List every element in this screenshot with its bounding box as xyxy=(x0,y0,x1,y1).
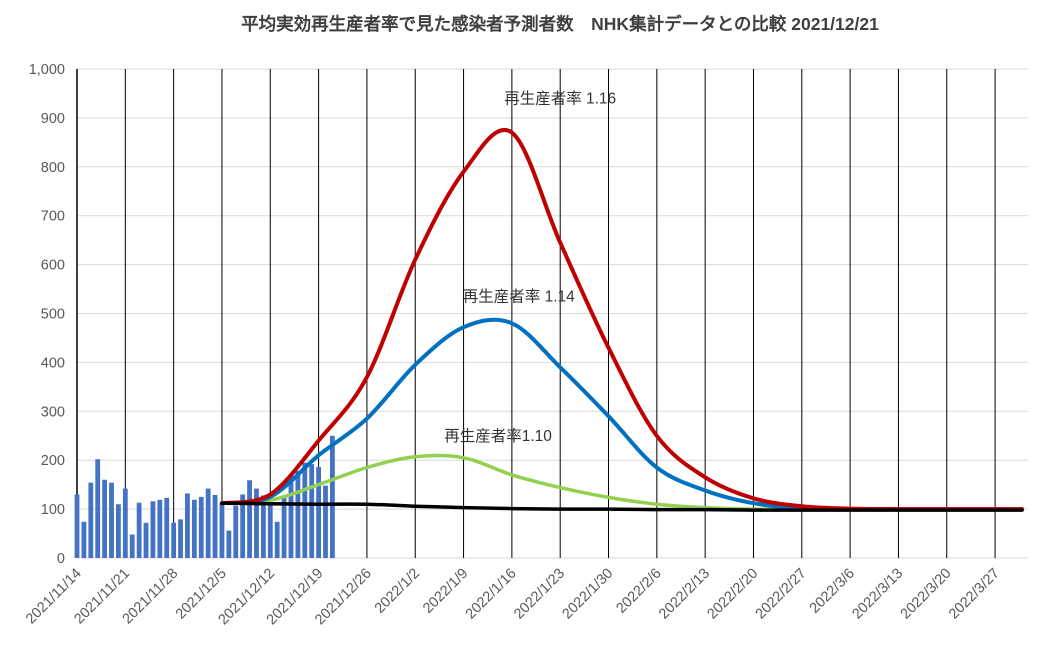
y-axis-tick-label: 700 xyxy=(41,209,65,225)
bar xyxy=(330,435,335,558)
y-axis-tick-label: 200 xyxy=(41,453,65,469)
bar xyxy=(88,482,94,558)
x-axis-tick-label: 2022/3/13 xyxy=(849,566,906,623)
plot-area: 01002003004005006007008009001,0002021/11… xyxy=(23,62,1028,628)
bar xyxy=(129,534,135,558)
bar xyxy=(81,521,87,558)
bar xyxy=(274,521,280,558)
line-r116 xyxy=(219,128,1024,512)
bar xyxy=(267,502,273,558)
bar xyxy=(323,485,328,558)
series-annotation-label: 再生産者率 1.14 xyxy=(463,287,575,305)
x-axis-tick-label: 2022/1/2 xyxy=(372,566,423,617)
bar xyxy=(302,462,308,558)
bar xyxy=(191,499,197,558)
x-axis-tick-label: 2022/2/27 xyxy=(753,566,810,623)
x-axis-tick-label: 2022/1/16 xyxy=(463,566,520,623)
bar xyxy=(219,502,225,558)
bar xyxy=(288,475,294,558)
bar xyxy=(164,497,170,558)
x-axis-tick-label: 2022/1/23 xyxy=(511,566,568,623)
x-axis-tick-label: 2022/3/27 xyxy=(946,566,1003,623)
bar xyxy=(95,459,101,558)
bar xyxy=(116,504,121,558)
line-r110 xyxy=(220,453,1024,511)
bar xyxy=(281,495,287,558)
chart-title: 平均実効再生産者率で見た感染者予測者数 NHK集計データとの比較 2021/12… xyxy=(241,14,879,34)
x-axis-tick-label: 2022/2/20 xyxy=(704,566,761,623)
bar xyxy=(247,480,252,558)
bar xyxy=(157,499,163,558)
y-axis-tick-label: 600 xyxy=(41,258,65,274)
y-axis-tick-label: 0 xyxy=(57,551,65,567)
bar xyxy=(233,505,239,558)
bar xyxy=(178,519,183,558)
y-axis-tick-label: 1,000 xyxy=(29,62,65,78)
bar xyxy=(254,488,259,558)
y-axis-tick-label: 800 xyxy=(41,160,65,176)
bar xyxy=(205,488,211,558)
bar xyxy=(74,494,80,558)
bar xyxy=(150,501,156,558)
bar xyxy=(122,488,128,558)
bar xyxy=(260,495,266,558)
y-axis-tick-label: 900 xyxy=(41,111,65,127)
series-annotation-label: 再生産者率 1.16 xyxy=(504,89,616,107)
y-axis-tick-label: 500 xyxy=(41,307,65,323)
y-axis-tick-label: 300 xyxy=(41,404,65,420)
bar xyxy=(295,470,301,558)
bar xyxy=(109,482,114,558)
bar xyxy=(226,530,232,558)
bar xyxy=(102,479,108,558)
series-annotation-label: 再生産者率1.10 xyxy=(444,427,552,445)
y-axis-tick-label: 400 xyxy=(41,355,65,371)
bar xyxy=(240,494,246,558)
bar xyxy=(136,502,142,558)
bar xyxy=(309,464,315,558)
line-black xyxy=(220,501,1024,512)
bar xyxy=(212,494,218,558)
bar xyxy=(316,467,321,558)
bar xyxy=(198,496,204,558)
y-axis-tick-label: 100 xyxy=(41,502,65,518)
x-axis-tick-label: 2022/3/20 xyxy=(898,566,955,623)
x-axis-tick-label: 2022/1/30 xyxy=(559,566,616,623)
bar xyxy=(185,493,190,558)
bar xyxy=(143,522,149,558)
bar xyxy=(171,522,177,558)
x-axis-tick-label: 2022/2/13 xyxy=(656,566,713,623)
